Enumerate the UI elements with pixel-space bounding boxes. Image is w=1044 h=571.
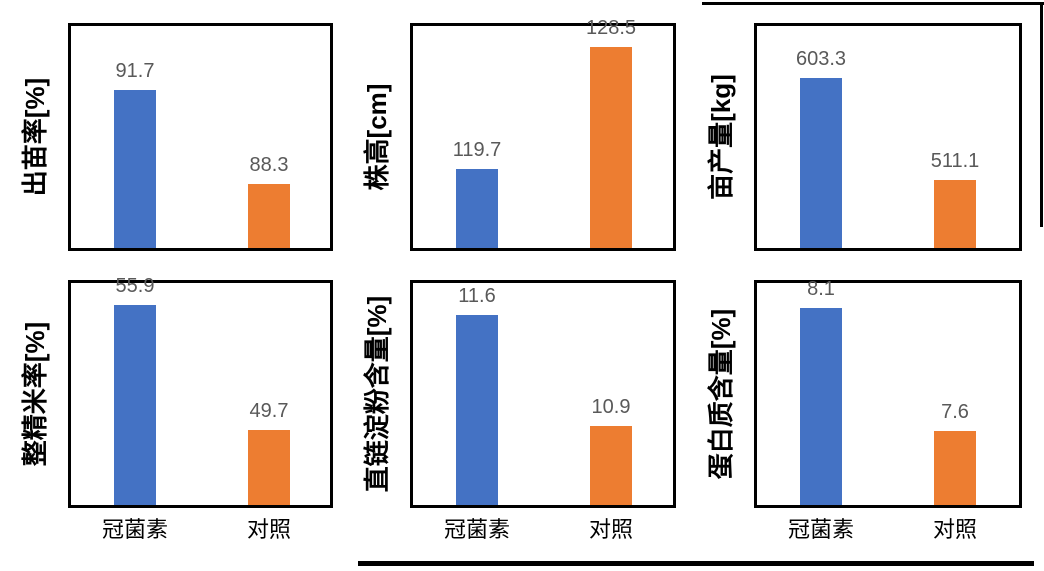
plot-area <box>410 280 676 508</box>
data-label-control: 10.9 <box>591 396 631 418</box>
data-label-control: 49.7 <box>249 400 289 422</box>
plot-area <box>754 280 1022 508</box>
data-label-control: 128.5 <box>585 17 637 39</box>
bar-control <box>248 430 290 505</box>
bar-coronatine <box>800 78 842 248</box>
data-label-coronatine: 603.3 <box>795 48 847 70</box>
data-label-coronatine: 11.6 <box>458 285 496 307</box>
y-axis-title: 直链淀粉含量[%] <box>362 295 392 493</box>
data-label-coronatine: 91.7 <box>115 60 155 82</box>
data-label-control: 7.6 <box>941 401 969 423</box>
data-label-coronatine: 119.7 <box>452 139 502 161</box>
plot-area <box>410 23 676 251</box>
table-border-top-line <box>702 2 1044 5</box>
data-label-control: 511.1 <box>930 150 980 172</box>
bar-coronatine <box>456 169 498 248</box>
y-axis-title: 蛋白质含量[%] <box>706 308 736 480</box>
y-axis-title: 整精米率[%] <box>20 321 50 467</box>
category-label-control: 对照 <box>932 517 977 542</box>
plot-area <box>68 23 333 251</box>
category-label-control: 对照 <box>246 517 291 542</box>
data-label-coronatine: 8.1 <box>807 278 835 300</box>
bar-coronatine <box>800 308 842 505</box>
data-label-coronatine: 55.9 <box>115 275 155 297</box>
bar-coronatine <box>114 305 156 505</box>
table-border-right-line <box>1040 2 1043 227</box>
bar-coronatine <box>456 315 498 505</box>
category-label-coronatine: 冠菌素 <box>443 517 510 542</box>
plot-area <box>754 23 1022 251</box>
category-label-coronatine: 冠菌素 <box>787 517 854 542</box>
category-label-coronatine: 冠菌素 <box>101 517 168 542</box>
bar-control <box>934 180 976 248</box>
data-label-control: 88.3 <box>249 154 289 176</box>
bar-control <box>248 184 290 248</box>
bar-coronatine <box>114 90 156 248</box>
table-border-bottom-line <box>358 561 1034 566</box>
bar-control <box>590 426 632 505</box>
bar-control <box>934 431 976 505</box>
plot-area <box>68 280 333 508</box>
category-label-control: 对照 <box>588 517 633 542</box>
bar-control <box>590 47 632 248</box>
